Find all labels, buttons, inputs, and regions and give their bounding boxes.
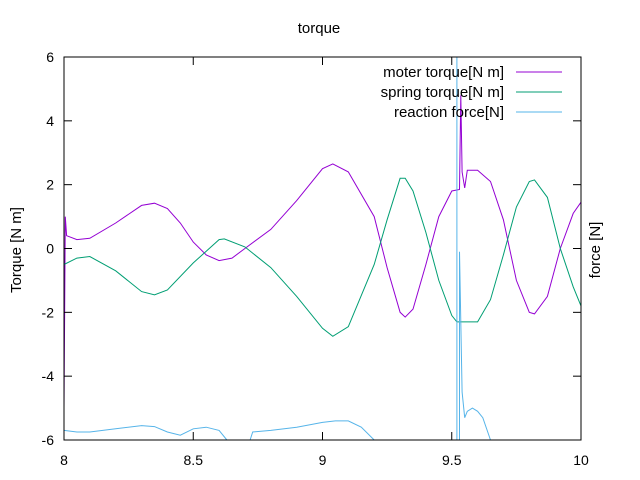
series-line-3 [249, 420, 375, 441]
y-tick-label: 2 [46, 177, 54, 193]
y-tick-label: -4 [42, 368, 55, 384]
legend-label: reaction force[N] [394, 104, 504, 121]
legend: moter torque[N m] spring torque[N m] react… [381, 64, 562, 121]
y-tick-label: -6 [42, 432, 55, 448]
x-tick-label: 9 [319, 452, 327, 468]
legend-label: spring torque[N m] [381, 84, 504, 101]
series-line-0 [63, 95, 582, 409]
y-tick-label: 4 [46, 113, 54, 129]
plot-border [63, 56, 582, 441]
series-line-1 [63, 177, 582, 337]
x-tick-label: 8.5 [184, 452, 204, 468]
y-axis-label: Torque [N m] [8, 207, 25, 293]
plot-area [63, 57, 582, 441]
x-tick-label: 8 [60, 452, 68, 468]
x-tick-label: 10 [573, 452, 589, 468]
chart-title: torque [298, 20, 341, 37]
y-tick-label: -2 [42, 304, 55, 320]
legend-label: moter torque[N m] [383, 64, 504, 81]
x-tick-label: 9.5 [442, 452, 462, 468]
y-tick-label: 0 [46, 241, 54, 257]
series-line-2 [63, 425, 228, 441]
series-line-5 [459, 251, 491, 441]
y-tick-label: 6 [46, 49, 54, 65]
y2-axis-label: force [N] [587, 222, 604, 279]
